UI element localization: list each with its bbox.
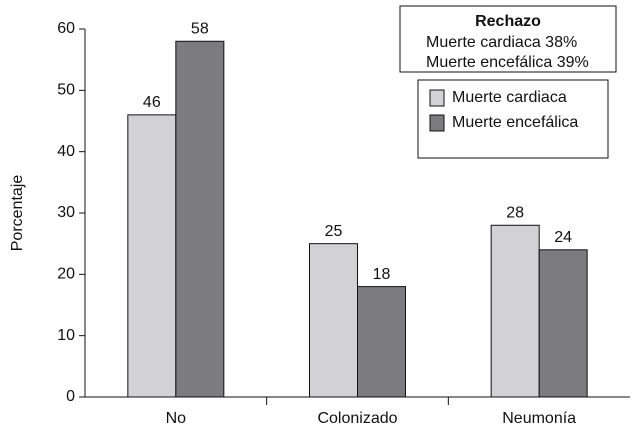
y-axis-label: Porcentaje xyxy=(9,175,26,252)
y-tick-label: 20 xyxy=(57,266,75,283)
bar xyxy=(357,286,406,398)
y-tick-label: 30 xyxy=(57,204,75,221)
y-tick-label: 0 xyxy=(66,388,75,405)
value-label: 25 xyxy=(325,223,343,240)
value-label: 58 xyxy=(191,20,209,37)
annotation-title: Rechazo xyxy=(475,13,541,30)
bar xyxy=(538,249,588,398)
value-label: 28 xyxy=(506,204,524,221)
bar xyxy=(175,40,225,398)
x-tick-label: No xyxy=(166,410,187,427)
y-tick-label: 40 xyxy=(57,143,75,160)
bar xyxy=(127,114,177,398)
annotation-line: Muerte encefálica 39% xyxy=(426,54,589,71)
x-tick-label: Neumonía xyxy=(502,410,576,427)
bar xyxy=(309,243,358,398)
y-tick-label: 60 xyxy=(57,20,75,37)
legend-swatch xyxy=(429,89,445,107)
value-label: 46 xyxy=(143,94,161,111)
value-label: 18 xyxy=(373,266,391,283)
legend-swatch xyxy=(429,114,445,132)
annotation-line: Muerte cardiaca 38% xyxy=(426,34,577,51)
y-tick-label: 10 xyxy=(57,327,75,344)
annotation-box xyxy=(399,5,617,73)
bar xyxy=(490,224,540,398)
legend-label: Muerte encefálica xyxy=(452,114,578,131)
x-tick-label: Colonizado xyxy=(317,410,397,427)
value-label: 24 xyxy=(554,229,572,246)
legend-box xyxy=(417,79,609,159)
legend-label: Muerte cardiaca xyxy=(452,89,567,106)
y-tick-label: 50 xyxy=(57,82,75,99)
